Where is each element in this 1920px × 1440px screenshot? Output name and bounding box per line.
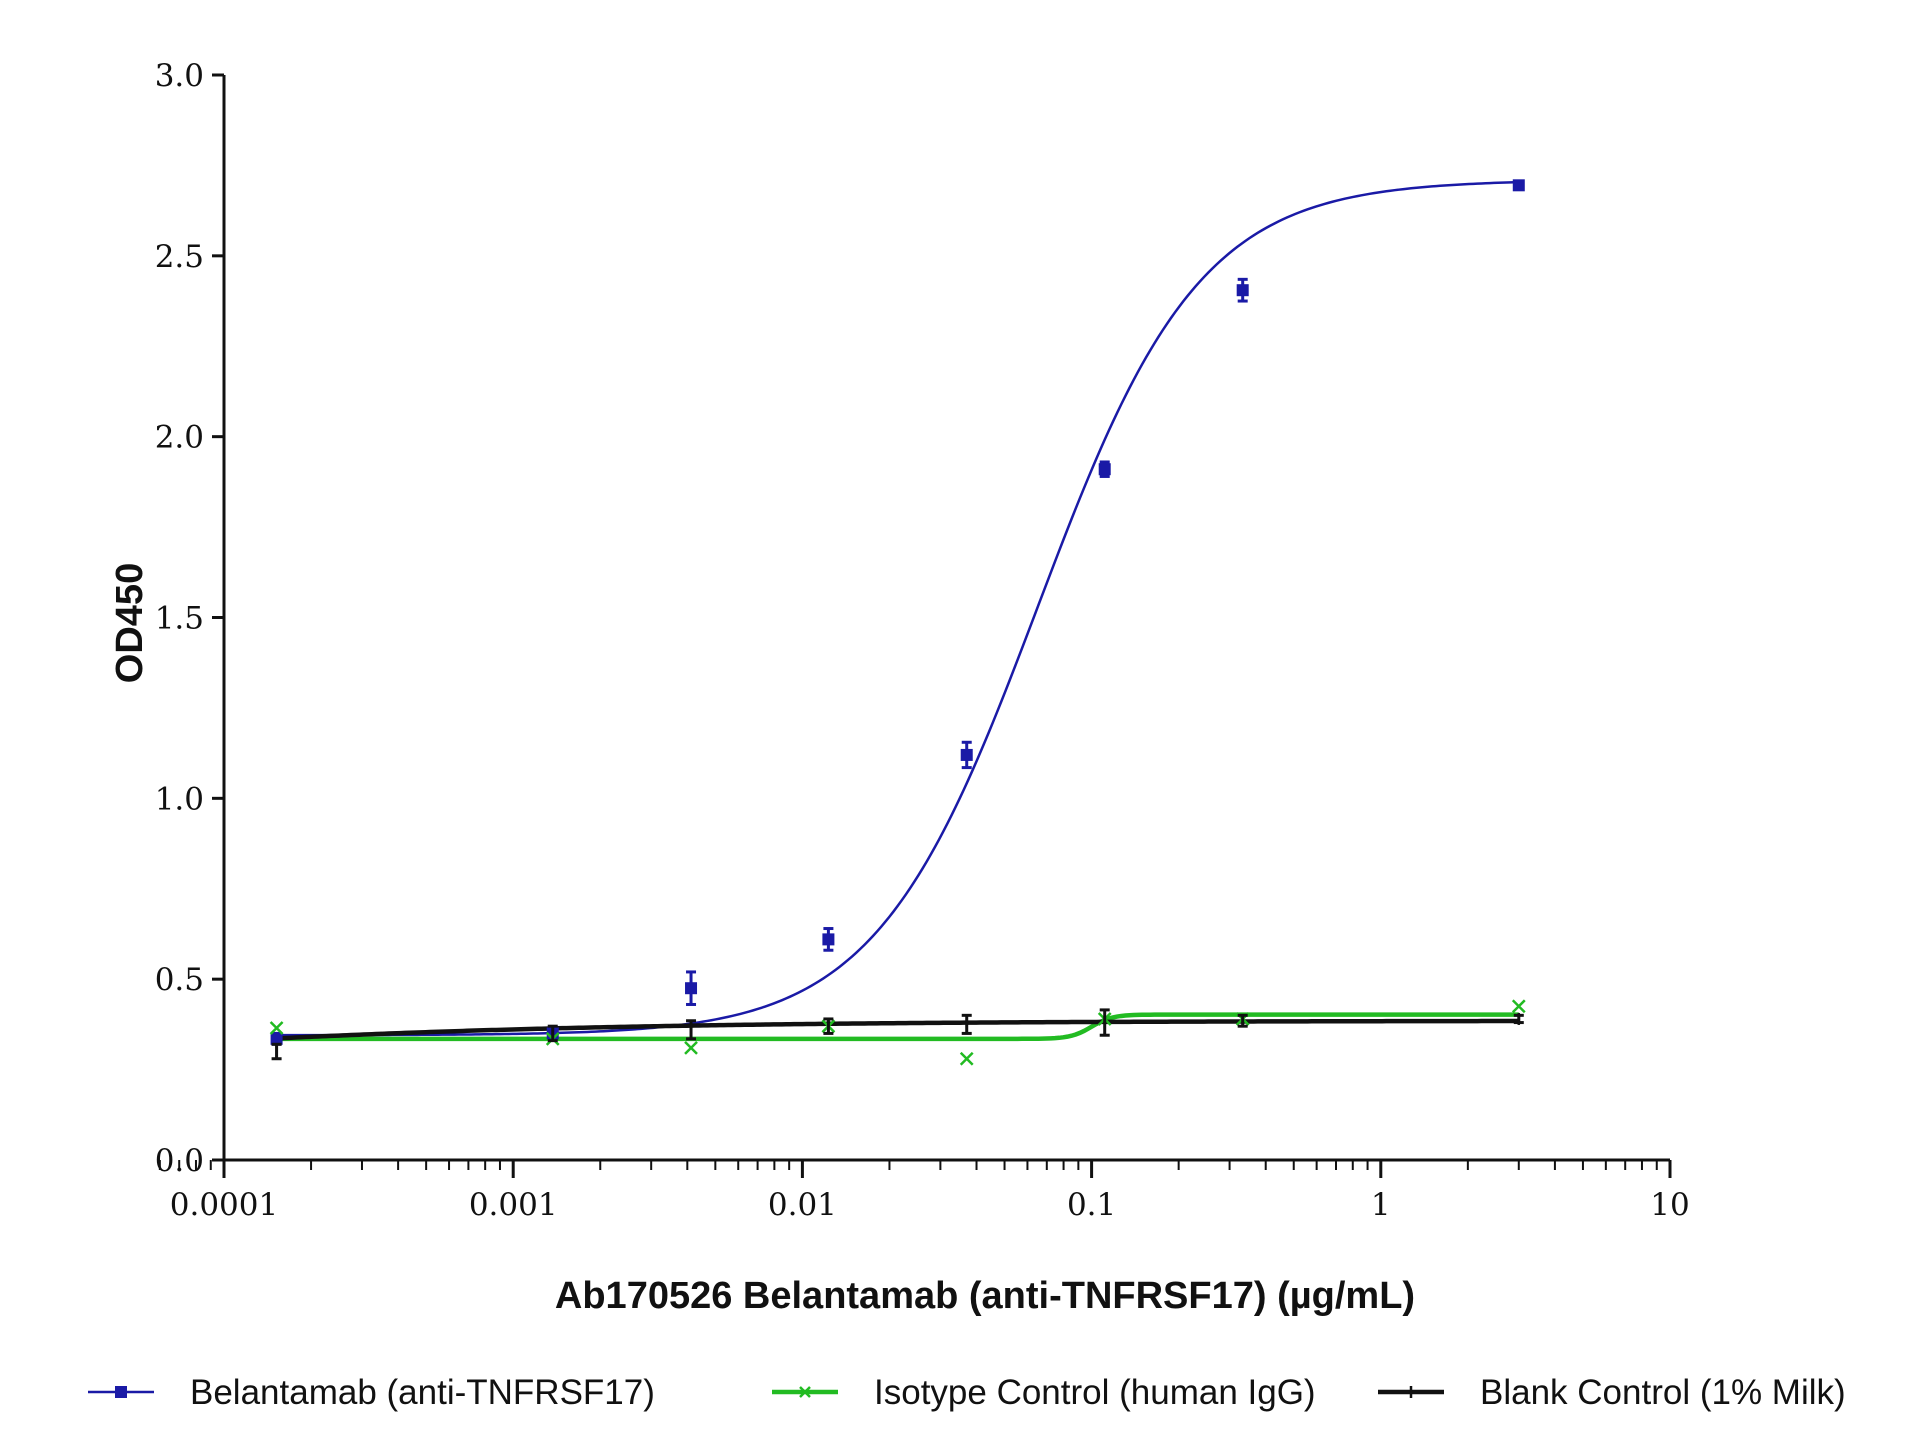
data-point-series-2 [1511, 999, 1526, 1014]
axes [222, 75, 1670, 1162]
x-tick-label: 0.0001 [170, 1187, 278, 1223]
legend-item-2: Isotype Control (human IgG) [772, 1373, 1316, 1412]
fit-curves [276, 180, 1519, 1042]
legend-label: Isotype Control (human IgG) [874, 1373, 1316, 1412]
y-tick-label: 2.5 [155, 239, 204, 275]
x-tick-label: 0.1 [1067, 1187, 1116, 1223]
data-point-series-1 [685, 982, 698, 995]
legend-marker [799, 1386, 811, 1398]
legend: Belantamab (anti-TNFRSF17) Isotype Contro… [88, 1373, 1846, 1412]
y-tick-label: 3.0 [155, 58, 204, 94]
data-point-series-1 [270, 1032, 283, 1045]
fit-curve-series-3 [276, 1018, 1519, 1041]
data-point-series-1 [1098, 463, 1111, 476]
x-tick-label: 1 [1371, 1187, 1391, 1223]
data-point-series-1 [960, 748, 973, 761]
y-tick-label: 0.5 [155, 962, 204, 998]
data-point-series-1 [1236, 284, 1249, 297]
legend-item-3: Blank Control (1% Milk) [1378, 1373, 1846, 1412]
x-tick-label: 0.001 [469, 1187, 558, 1223]
data-point-series-1 [822, 933, 835, 946]
y-axis-title: OD450 [109, 563, 151, 683]
y-tick-label: 1.5 [155, 601, 204, 637]
data-point-series-2 [959, 1051, 974, 1066]
y-tick-label: 2.0 [155, 420, 204, 456]
data-point-series-2 [684, 1040, 698, 1055]
fit-curve-series-2 [276, 1012, 1519, 1042]
data-point-series-1 [1512, 179, 1525, 192]
legend-label: Blank Control (1% Milk) [1480, 1373, 1846, 1412]
legend-item-1: Belantamab (anti-TNFRSF17) [88, 1373, 655, 1412]
x-axis-title: Ab170526 Belantamab (anti-TNFRSF17) (µg/… [555, 1275, 1415, 1317]
axis-ticks: 0.00.51.01.52.02.53.00.0001 0.001 0.01 0.1 1… [155, 58, 1690, 1223]
data-points [269, 179, 1526, 1066]
x-tick-label: 0.01 [768, 1187, 837, 1223]
legend-label: Belantamab (anti-TNFRSF17) [190, 1373, 655, 1412]
x-tick-label: 10 [1650, 1187, 1689, 1223]
data-point-series-2 [269, 1021, 284, 1035]
fit-curve-series-1 [276, 180, 1519, 1037]
legend-marker [115, 1386, 127, 1398]
y-tick-label: 1.0 [155, 781, 204, 817]
